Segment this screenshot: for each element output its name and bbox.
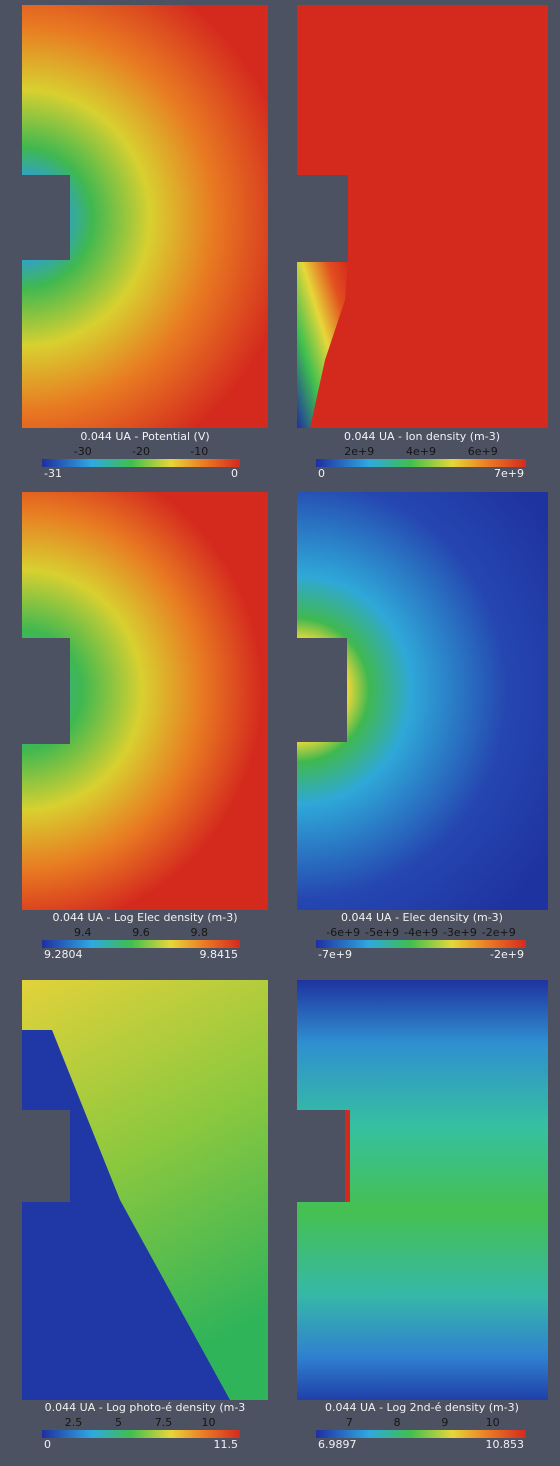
panel-title: 0.044 UA - Log Elec density (m-3)	[52, 911, 237, 924]
colorbar-max: -2e+9	[490, 948, 524, 961]
colorbar	[316, 1430, 526, 1438]
colorbar	[316, 940, 526, 948]
colorbar-tick-label: 2.5	[65, 1416, 83, 1429]
colorbar-min: 0	[44, 1438, 51, 1451]
body-notch	[22, 638, 70, 744]
colorbar-tick-label: 4e+9	[406, 445, 436, 458]
colorbar-min: -7e+9	[318, 948, 352, 961]
colorbar-tick-label: -30	[74, 445, 92, 458]
colorbar-tick-label: 9.6	[132, 926, 150, 939]
body-edge	[345, 1110, 350, 1202]
colorbar	[42, 940, 240, 948]
colorbar-tick-label: 9	[441, 1416, 448, 1429]
colorbar-tick-label: 2e+9	[344, 445, 374, 458]
colorbar-tick-label: 6e+9	[468, 445, 498, 458]
colorbar-tick-label: -10	[190, 445, 208, 458]
colorbar	[42, 1430, 240, 1438]
colorbar-tick-label: -6e+9	[326, 926, 360, 939]
body-notch	[297, 1110, 345, 1202]
colorbar-max: 7e+9	[494, 467, 524, 480]
colorbar-tick-label: 9.8	[190, 926, 208, 939]
colorbar-tick-label: 9.4	[74, 926, 92, 939]
colorbar-tick-label: -20	[132, 445, 150, 458]
colorbar-min: 0	[318, 467, 325, 480]
colorbar-tick-label: -4e+9	[404, 926, 438, 939]
colorbar-min: -31	[44, 467, 62, 480]
panel-images	[22, 5, 548, 1400]
colorbar-min: 6.9897	[318, 1438, 357, 1451]
colorbar-tick-label: -5e+9	[365, 926, 399, 939]
panel-title: 0.044 UA - Ion density (m-3)	[344, 430, 500, 443]
colorbar-max: 11.5	[214, 1438, 239, 1451]
colorbar-min: 9.2804	[44, 948, 83, 961]
field-wake	[297, 262, 348, 428]
colorbar-tick-label: 5	[115, 1416, 122, 1429]
colorbar-tick-label: 8	[394, 1416, 401, 1429]
body-notch	[297, 175, 348, 262]
panel-title: 0.044 UA - Log photo-é density (m-3	[45, 1401, 246, 1414]
colorbar-tick-label: -3e+9	[443, 926, 477, 939]
colorbar-max: 0	[231, 467, 238, 480]
colorbar	[42, 459, 240, 467]
colorbar-max: 9.8415	[200, 948, 239, 961]
colorbar	[316, 459, 526, 467]
body-notch	[297, 638, 347, 742]
panel-title: 0.044 UA - Log 2nd-é density (m-3)	[325, 1401, 519, 1414]
panel-title: 0.044 UA - Potential (V)	[80, 430, 209, 443]
colorbar-max: 10.853	[486, 1438, 525, 1451]
panel-title: 0.044 UA - Elec density (m-3)	[341, 911, 503, 924]
body-notch	[22, 1110, 70, 1202]
colorbar-tick-label: 7.5	[155, 1416, 173, 1429]
colorbar-tick-label: -2e+9	[482, 926, 516, 939]
body-notch	[22, 175, 70, 260]
colorbar-tick-label: 7	[346, 1416, 353, 1429]
colorbar-tick-label: 10	[202, 1416, 216, 1429]
field-shadow	[22, 1030, 230, 1400]
colorbar-tick-label: 10	[486, 1416, 500, 1429]
